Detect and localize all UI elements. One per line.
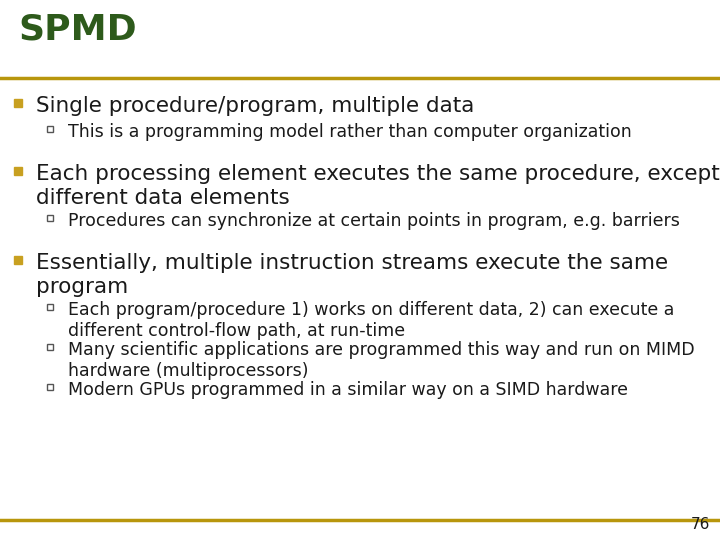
Text: Essentially, multiple instruction streams execute the same
program: Essentially, multiple instruction stream… xyxy=(36,253,668,297)
Text: Each processing element executes the same procedure, except on
different data el: Each processing element executes the sam… xyxy=(36,164,720,208)
Text: This is a programming model rather than computer organization: This is a programming model rather than … xyxy=(68,123,631,141)
Text: Modern GPUs programmed in a similar way on a SIMD hardware: Modern GPUs programmed in a similar way … xyxy=(68,381,628,399)
Text: Single procedure/program, multiple data: Single procedure/program, multiple data xyxy=(36,96,474,116)
Text: Many scientific applications are programmed this way and run on MIMD
hardware (m: Many scientific applications are program… xyxy=(68,341,695,381)
Text: SPMD: SPMD xyxy=(18,12,137,46)
Text: Each program/procedure 1) works on different data, 2) can execute a
different co: Each program/procedure 1) works on diffe… xyxy=(68,301,675,341)
Text: Procedures can synchronize at certain points in program, e.g. barriers: Procedures can synchronize at certain po… xyxy=(68,212,680,230)
Text: 76: 76 xyxy=(690,517,710,532)
